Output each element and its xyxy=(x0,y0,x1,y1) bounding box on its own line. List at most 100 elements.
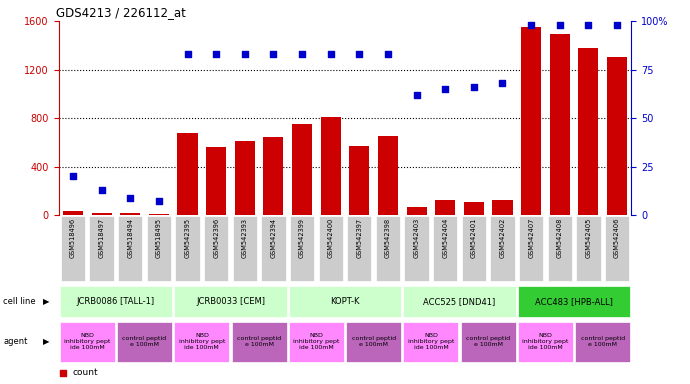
FancyBboxPatch shape xyxy=(262,217,286,281)
FancyBboxPatch shape xyxy=(461,322,515,362)
FancyBboxPatch shape xyxy=(175,286,286,317)
Point xyxy=(354,51,365,57)
FancyBboxPatch shape xyxy=(118,217,142,281)
FancyBboxPatch shape xyxy=(147,217,171,281)
Text: ACC525 [DND41]: ACC525 [DND41] xyxy=(424,297,495,306)
Point xyxy=(382,51,393,57)
FancyBboxPatch shape xyxy=(404,217,428,281)
FancyBboxPatch shape xyxy=(575,322,630,362)
Bar xyxy=(63,212,83,215)
Point xyxy=(235,156,246,162)
Point xyxy=(153,199,164,205)
FancyBboxPatch shape xyxy=(289,286,401,317)
Point xyxy=(611,22,622,28)
FancyBboxPatch shape xyxy=(90,217,114,281)
Text: agent: agent xyxy=(3,337,28,346)
Bar xyxy=(578,48,598,215)
FancyBboxPatch shape xyxy=(117,322,172,362)
Point xyxy=(469,84,480,90)
Text: GSM518496: GSM518496 xyxy=(70,218,76,258)
Text: count: count xyxy=(73,369,99,377)
Bar xyxy=(435,200,455,215)
Text: GSM542403: GSM542403 xyxy=(413,218,420,258)
Bar xyxy=(92,213,112,215)
FancyBboxPatch shape xyxy=(60,322,115,362)
FancyBboxPatch shape xyxy=(346,322,401,362)
FancyBboxPatch shape xyxy=(175,322,229,362)
Text: NBD
inhibitory pept
ide 100mM: NBD inhibitory pept ide 100mM xyxy=(179,333,225,350)
Text: cell line: cell line xyxy=(3,297,36,306)
Text: control peptid
e 100mM: control peptid e 100mM xyxy=(123,336,166,347)
Point xyxy=(239,51,250,57)
Point xyxy=(210,51,221,57)
Text: GSM542401: GSM542401 xyxy=(471,218,477,258)
Bar xyxy=(550,35,570,215)
FancyBboxPatch shape xyxy=(404,322,458,362)
Text: GSM542394: GSM542394 xyxy=(270,218,277,258)
FancyBboxPatch shape xyxy=(204,217,228,281)
FancyBboxPatch shape xyxy=(491,217,515,281)
Text: GSM518497: GSM518497 xyxy=(99,218,105,258)
Text: GSM542402: GSM542402 xyxy=(500,218,506,258)
FancyBboxPatch shape xyxy=(233,217,257,281)
Point xyxy=(96,187,107,193)
FancyBboxPatch shape xyxy=(60,286,172,317)
FancyBboxPatch shape xyxy=(433,217,457,281)
Text: ▶: ▶ xyxy=(43,297,49,306)
Point xyxy=(497,80,508,86)
FancyBboxPatch shape xyxy=(290,217,314,281)
Bar xyxy=(177,132,197,215)
FancyBboxPatch shape xyxy=(548,217,572,281)
FancyBboxPatch shape xyxy=(519,217,543,281)
Bar xyxy=(607,58,627,215)
Bar xyxy=(206,147,226,215)
Text: JCRB0033 [CEM]: JCRB0033 [CEM] xyxy=(196,297,265,306)
Point xyxy=(235,304,246,310)
Point xyxy=(297,51,308,57)
Text: GSM542404: GSM542404 xyxy=(442,218,448,258)
Bar xyxy=(149,214,169,215)
Text: GSM542393: GSM542393 xyxy=(241,218,248,258)
Text: GDS4213 / 226112_at: GDS4213 / 226112_at xyxy=(56,5,186,18)
FancyBboxPatch shape xyxy=(289,322,344,362)
Point xyxy=(411,92,422,98)
Text: JCRB0086 [TALL-1]: JCRB0086 [TALL-1] xyxy=(77,297,155,306)
FancyBboxPatch shape xyxy=(462,217,486,281)
Text: GSM542406: GSM542406 xyxy=(614,218,620,258)
Bar xyxy=(120,213,140,215)
Text: control peptid
e 100mM: control peptid e 100mM xyxy=(581,336,624,347)
Bar xyxy=(464,202,484,215)
Text: GSM542407: GSM542407 xyxy=(528,218,534,258)
Point xyxy=(526,22,537,28)
Bar xyxy=(493,200,513,215)
Text: GSM542400: GSM542400 xyxy=(328,218,334,258)
Point xyxy=(440,86,451,92)
Text: GSM542396: GSM542396 xyxy=(213,218,219,258)
Bar xyxy=(264,137,284,215)
Point xyxy=(125,195,136,201)
FancyBboxPatch shape xyxy=(404,286,515,317)
Point xyxy=(554,22,565,28)
FancyBboxPatch shape xyxy=(376,217,400,281)
Text: GSM542405: GSM542405 xyxy=(585,218,591,258)
FancyBboxPatch shape xyxy=(175,217,199,281)
Bar xyxy=(406,207,426,215)
FancyBboxPatch shape xyxy=(232,322,286,362)
Text: GSM518495: GSM518495 xyxy=(156,218,162,258)
FancyBboxPatch shape xyxy=(347,217,371,281)
Text: NBD
inhibitory pept
ide 100mM: NBD inhibitory pept ide 100mM xyxy=(522,333,569,350)
Bar xyxy=(378,136,398,215)
FancyBboxPatch shape xyxy=(518,286,630,317)
Text: ▶: ▶ xyxy=(43,337,49,346)
Bar xyxy=(521,27,541,215)
FancyBboxPatch shape xyxy=(319,217,343,281)
Text: KOPT-K: KOPT-K xyxy=(331,297,359,306)
Text: GSM542398: GSM542398 xyxy=(385,218,391,258)
Point xyxy=(325,51,336,57)
Bar xyxy=(321,117,341,215)
Text: GSM542408: GSM542408 xyxy=(557,218,563,258)
Text: NBD
inhibitory pept
ide 100mM: NBD inhibitory pept ide 100mM xyxy=(64,333,110,350)
Text: NBD
inhibitory pept
ide 100mM: NBD inhibitory pept ide 100mM xyxy=(293,333,339,350)
Point xyxy=(268,51,279,57)
Text: GSM518494: GSM518494 xyxy=(127,218,133,258)
